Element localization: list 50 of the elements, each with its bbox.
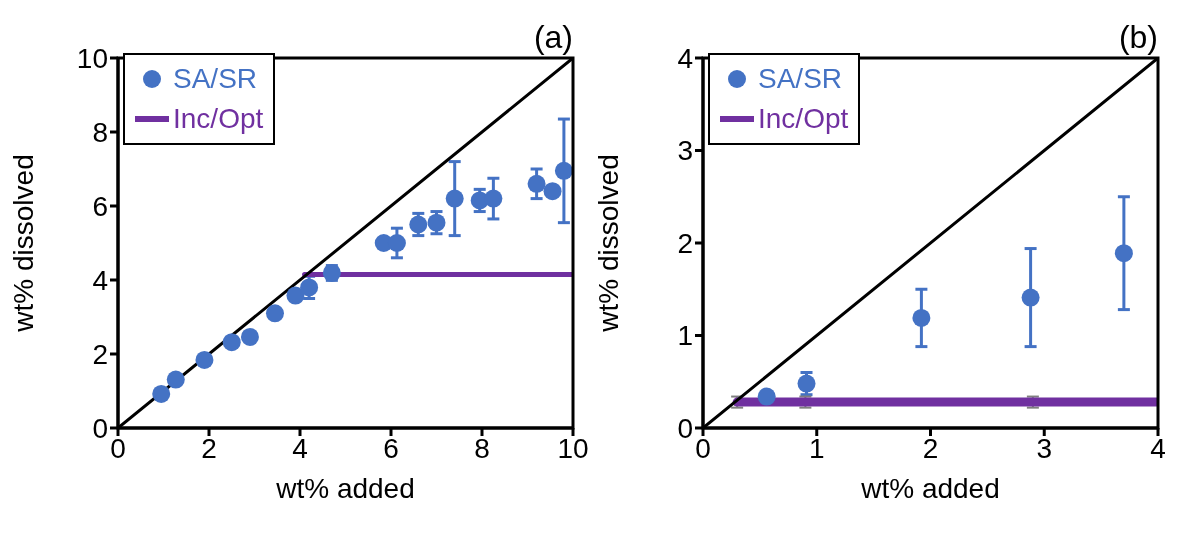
y-tick-label: 0 xyxy=(92,412,108,444)
y-tick-label: 2 xyxy=(92,338,108,370)
point xyxy=(166,370,185,389)
legend-label: SA/SR xyxy=(758,62,843,96)
point xyxy=(1021,288,1040,307)
x-tick-label: 2 xyxy=(922,432,939,464)
y-tick-label: 3 xyxy=(677,135,693,167)
legend-label: Inc/Opt xyxy=(173,102,264,136)
chart-title: (b) xyxy=(1118,19,1158,55)
legend-label: SA/SR xyxy=(173,62,258,96)
point xyxy=(543,182,562,201)
point xyxy=(222,333,241,352)
x-tick-label: 3 xyxy=(1036,432,1053,464)
y-tick-label: 4 xyxy=(92,264,108,296)
x-tick-label: 4 xyxy=(1150,432,1166,464)
y-axis-title: wt% dissolved xyxy=(592,154,624,333)
x-tick-label: 2 xyxy=(201,432,217,464)
x-tick-label: 6 xyxy=(383,432,399,464)
point xyxy=(286,286,305,305)
point xyxy=(240,327,259,346)
chart-title: (a) xyxy=(533,19,573,55)
point xyxy=(797,374,816,393)
x-tick-label: 4 xyxy=(292,432,308,464)
point xyxy=(152,384,171,403)
x-axis-title: wt% added xyxy=(860,473,1000,504)
x-tick-label: 8 xyxy=(474,432,490,464)
legend-label: Inc/Opt xyxy=(758,102,849,136)
point xyxy=(427,213,446,232)
y-tick-label: 10 xyxy=(76,42,108,74)
point xyxy=(527,174,546,193)
point xyxy=(195,350,214,369)
point xyxy=(912,308,931,327)
x-tick-label: 1 xyxy=(808,432,825,464)
point xyxy=(445,189,464,208)
x-axis-title: wt% added xyxy=(275,473,415,504)
y-axis-title: wt% dissolved xyxy=(7,154,39,333)
y-tick-label: 4 xyxy=(677,42,693,74)
x-tick-label: 10 xyxy=(557,432,589,464)
point xyxy=(265,304,284,323)
point xyxy=(409,215,428,234)
point xyxy=(1114,244,1133,263)
y-tick-label: 8 xyxy=(92,116,108,148)
y-tick-label: 2 xyxy=(677,227,693,259)
y-tick-label: 1 xyxy=(677,320,693,352)
y-tick-label: 6 xyxy=(92,190,108,222)
point xyxy=(484,189,503,208)
point xyxy=(300,278,319,297)
point xyxy=(554,161,573,180)
y-tick-label: 0 xyxy=(677,412,693,444)
point xyxy=(757,387,776,406)
